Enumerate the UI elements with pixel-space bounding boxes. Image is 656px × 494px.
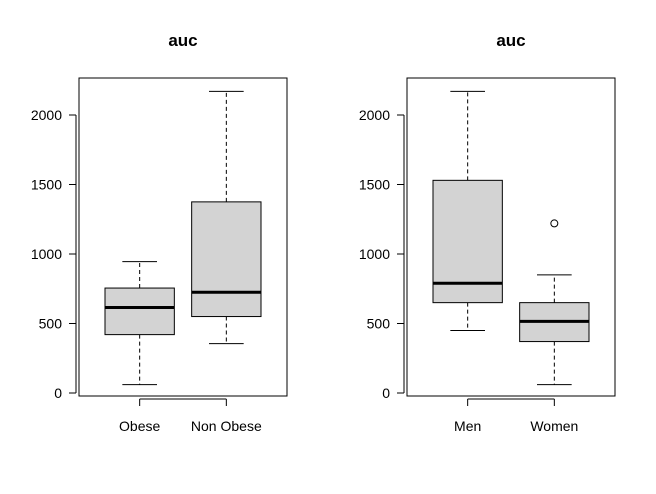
x-tick-label-obese: Obese — [119, 418, 160, 434]
y-tick-label-2: 2000 — [359, 107, 390, 123]
y-tick-label-1: 2000 — [31, 107, 62, 123]
x-tick-label-women: Women — [530, 418, 578, 434]
plot-frame-2 — [406, 77, 616, 397]
y-tick-label-1: 1000 — [31, 246, 62, 262]
y-tick-label-2: 1000 — [359, 246, 390, 262]
y-tick-label-2: 1500 — [359, 177, 390, 193]
y-tick-label-1: 500 — [39, 316, 63, 332]
x-tick-label-men: Men — [454, 418, 481, 434]
box-obese — [104, 287, 175, 336]
chart-title-2: auc — [496, 31, 525, 50]
chart-title-1: auc — [168, 31, 197, 50]
plot-frame-1 — [78, 77, 288, 397]
y-tick-label-2: 500 — [367, 316, 391, 332]
box-non-obese — [191, 201, 262, 318]
y-tick-label-1: 1500 — [31, 177, 62, 193]
y-tick-label-2: 0 — [382, 385, 390, 401]
x-tick-label-non-obese: Non Obese — [191, 418, 262, 434]
outlier-women — [550, 219, 559, 228]
y-tick-label-1: 0 — [54, 385, 62, 401]
